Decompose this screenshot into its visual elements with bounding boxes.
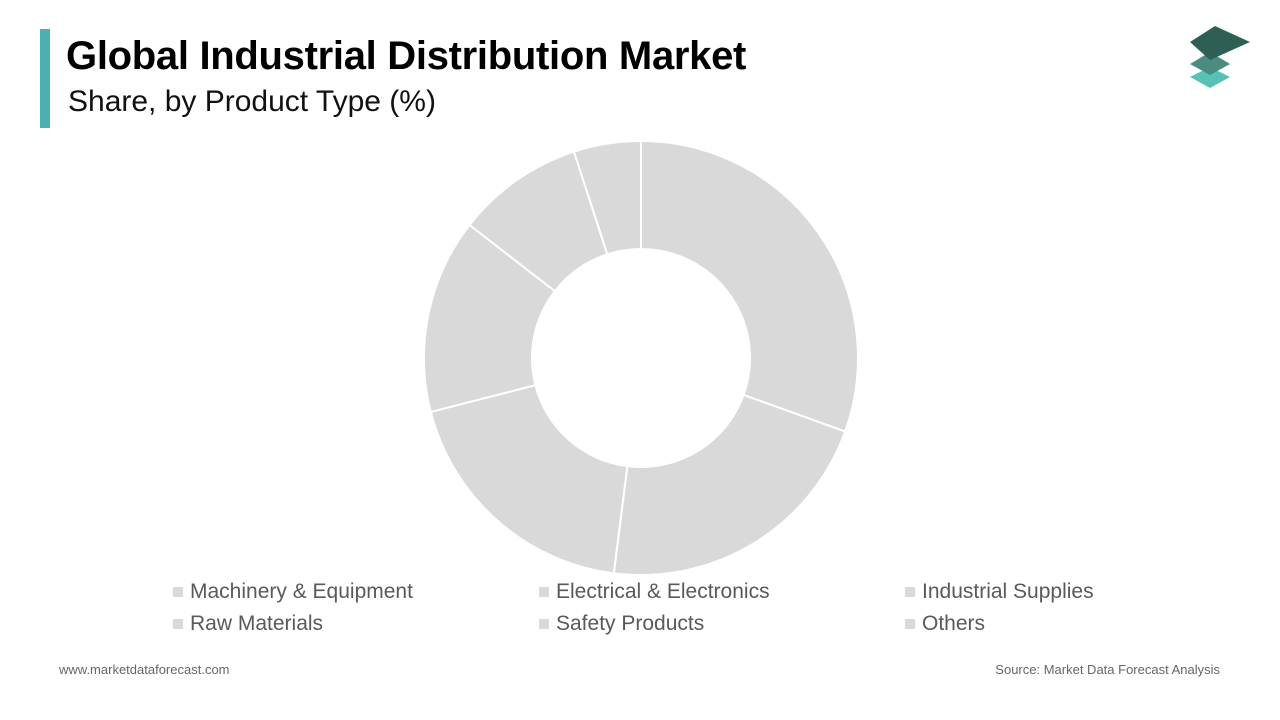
logo-layer-middle <box>1190 52 1230 75</box>
logo-layer-bottom <box>1190 67 1230 88</box>
stacked-layers-icon <box>1190 26 1250 88</box>
donut-slice-industrial-supplies <box>429 383 629 575</box>
footer-website: www.marketdataforecast.com <box>59 662 230 677</box>
chart-title: Global Industrial Distribution Market <box>66 34 747 78</box>
footer-source: Source: Market Data Forecast Analysis <box>995 662 1220 677</box>
donut-slice-others <box>572 139 642 256</box>
donut-slice-electrical-and-electronics <box>612 393 847 576</box>
title-accent-bar <box>40 29 50 128</box>
donut-slice-machinery-and-equipment <box>640 139 859 433</box>
chart-subtitle: Share, by Product Type (%) <box>68 85 436 118</box>
donut-slice-raw-materials <box>423 223 557 414</box>
logo-layer-top <box>1190 26 1250 60</box>
